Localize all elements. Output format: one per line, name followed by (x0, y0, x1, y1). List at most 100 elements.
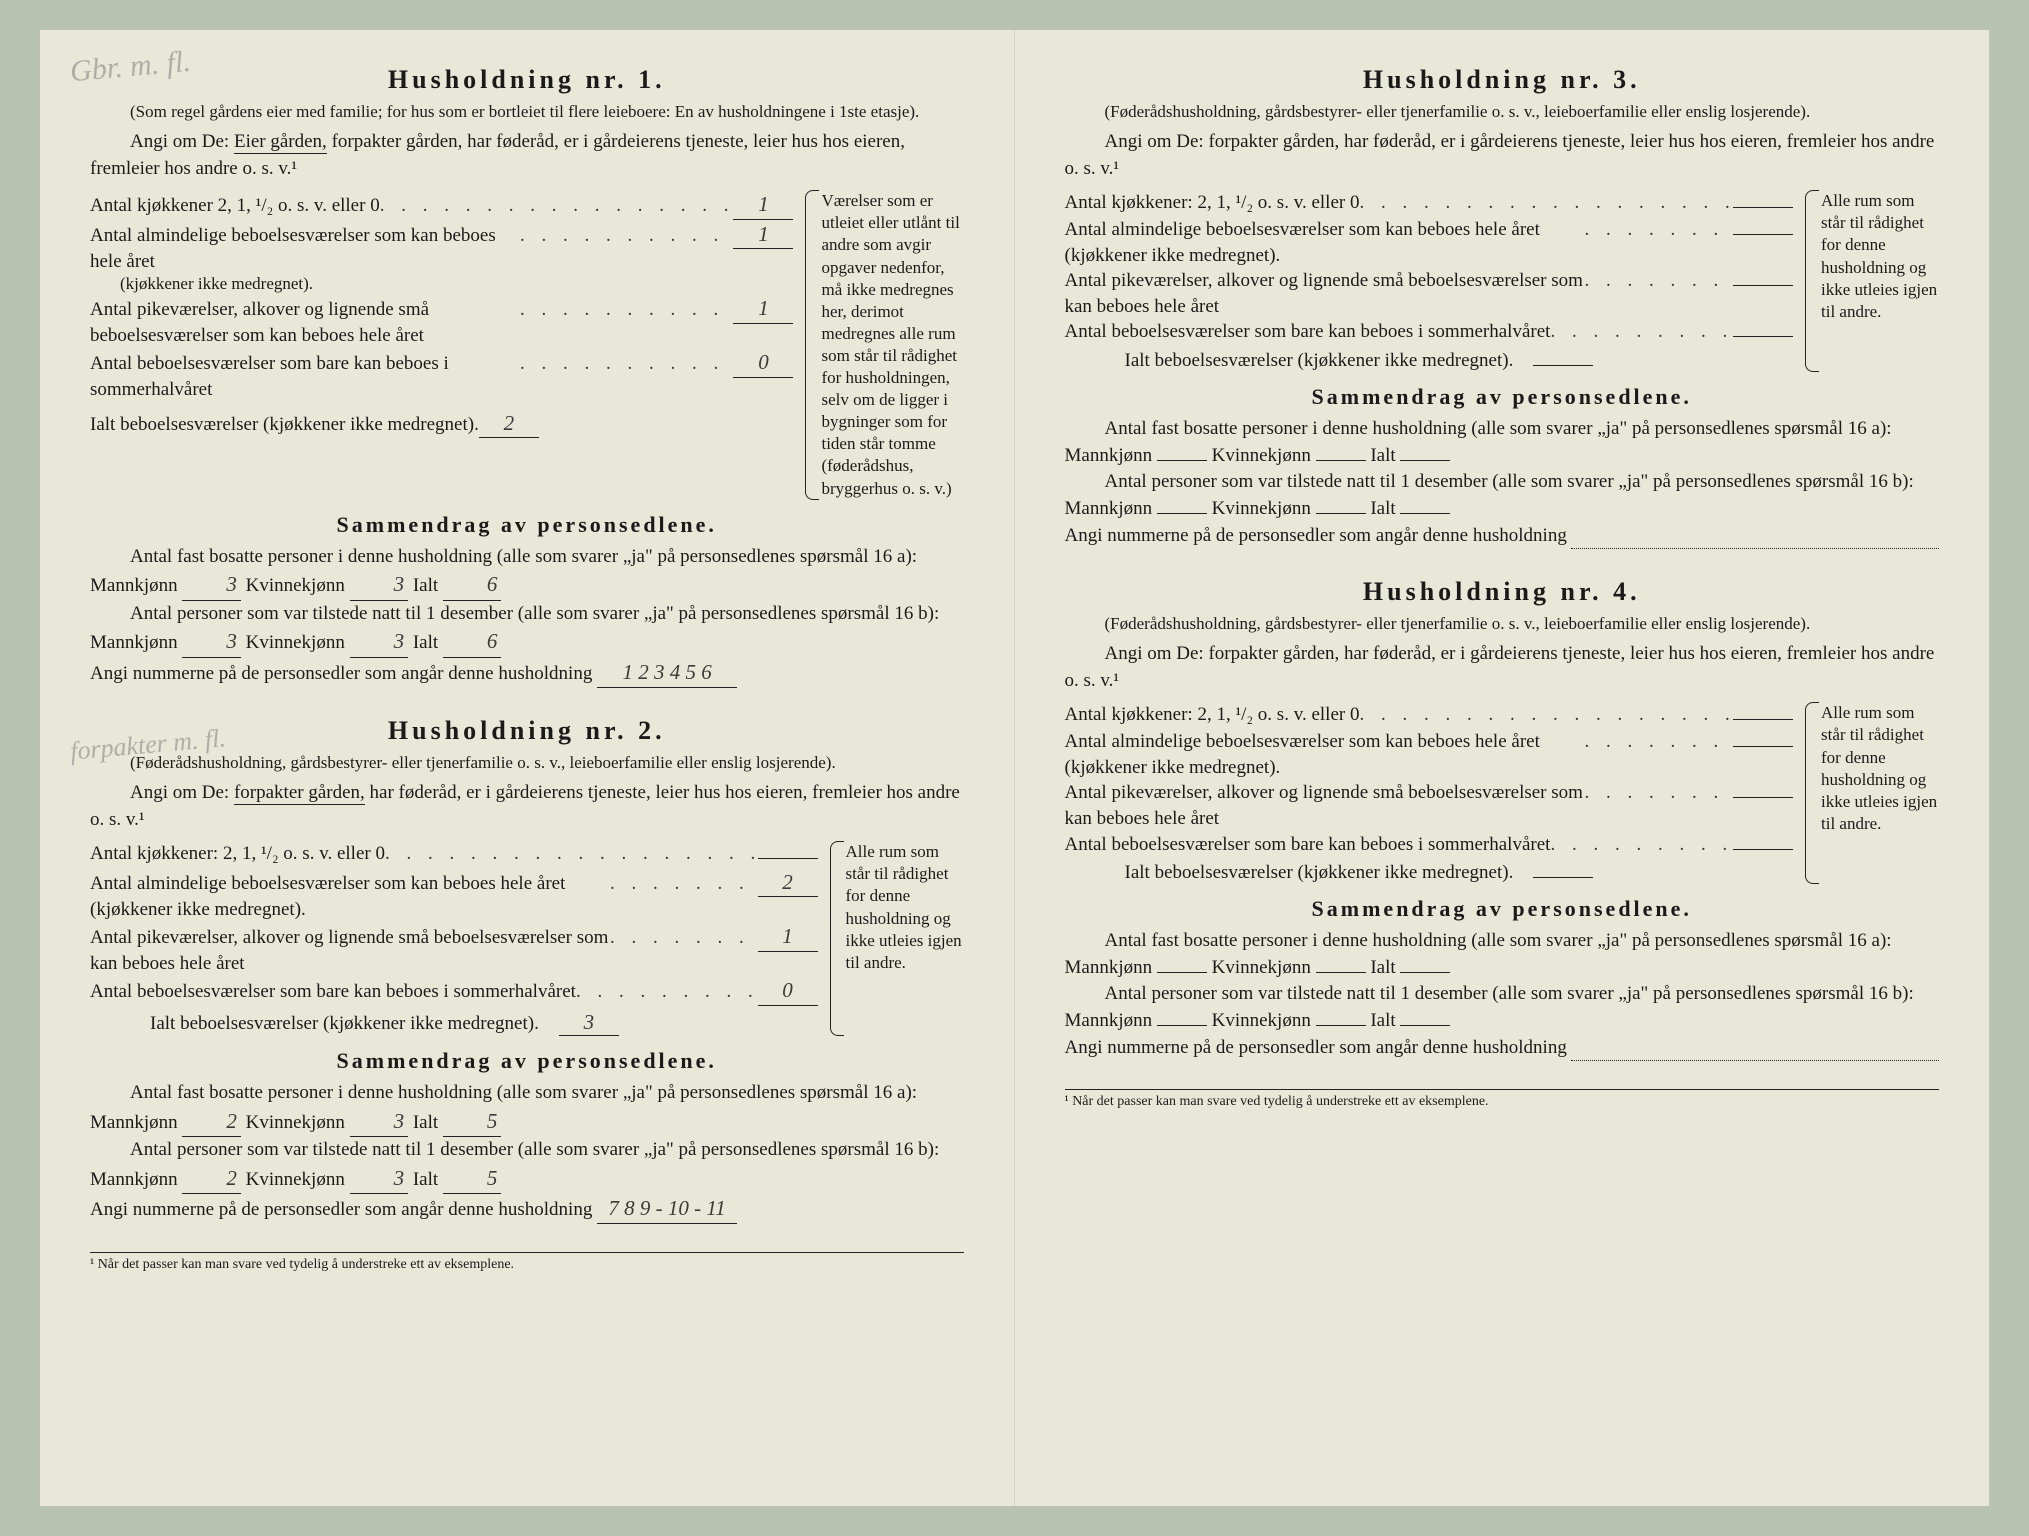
hh2-p1b: Kvinnekjønn (246, 1112, 345, 1133)
hh2-num-val: 7 8 9 - 10 - 11 (597, 1194, 737, 1224)
hh1-num: Angi nummerne på de personsedler som ang… (90, 658, 964, 688)
hh1-total-val: 2 (479, 409, 539, 438)
hh2-p1-m: 2 (182, 1107, 241, 1137)
hh4-title: Husholdning nr. 4. (1065, 577, 1940, 607)
hh3-title: Husholdning nr. 3. (1065, 65, 1940, 95)
hh3-p1-k (1316, 460, 1366, 461)
hh4-p2c: Ialt (1370, 1010, 1395, 1031)
hh2-r1-val: 2 (758, 868, 818, 897)
hh2-rows: Antal kjøkkener: 2, 1, ¹/₂ o. s. v. elle… (90, 841, 818, 1036)
hh3-sum-p2: Antal personer som var tilstede natt til… (1065, 469, 1940, 522)
hh4-p2-k (1316, 1025, 1366, 1026)
hh3-num-val (1571, 523, 1939, 550)
hh4-p1-k (1316, 972, 1366, 973)
hh1-p2-k: 3 (350, 627, 409, 657)
hh4-subtitle: (Føderådshusholdning, gårdsbestyrer- ell… (1065, 613, 1940, 635)
hh3-r2-val (1733, 285, 1793, 286)
hh1-num-val: 1 2 3 4 5 6 (597, 658, 737, 688)
household-2: Husholdning nr. 2. (Føderådshusholdning,… (90, 716, 964, 1224)
hh2-r1-label: Antal almindelige beboelsesværelser som … (90, 871, 610, 922)
hh2-p1c: Ialt (413, 1112, 438, 1133)
hh3-r3-label: Antal beboelsesværelser som bare kan beb… (1065, 319, 1551, 345)
hh4-p1c: Ialt (1370, 957, 1395, 978)
hh2-p2b: Kvinnekjønn (246, 1169, 345, 1190)
hh2-angi-prefix: Angi om De: (130, 782, 229, 803)
hh3-r0-val (1733, 207, 1793, 208)
hh1-r3-label: Antal beboelsesværelser som bare kan beb… (90, 351, 520, 402)
hh2-subtitle: (Føderådshusholdning, gårdsbestyrer- ell… (90, 752, 964, 774)
hh2-sum-p2: Antal personer som var tilstede natt til… (90, 1137, 964, 1194)
household-3: Husholdning nr. 3. (Føderådshusholdning,… (1065, 65, 1940, 549)
hh3-rows: Antal kjøkkener: 2, 1, ¹/₂ o. s. v. elle… (1065, 190, 1794, 372)
hh1-total-label: Ialt beboelsesværelser (kjøkkener ikke m… (90, 412, 479, 438)
hh4-p2-m (1157, 1025, 1207, 1026)
hh2-r2-label: Antal pikeværelser, alkover og lignende … (90, 925, 610, 976)
hh1-sidenote-text: Værelser som er utleiet eller utlånt til… (821, 191, 959, 497)
hh2-r0-label: Antal kjøkkener: 2, 1, ¹/₂ o. s. v. elle… (90, 841, 385, 867)
hh1-num-label: Angi nummerne på de personsedler som ang… (90, 663, 592, 684)
hh4-r2-val (1733, 797, 1793, 798)
hh4-num-val (1571, 1035, 1939, 1062)
hh1-p2c: Ialt (413, 632, 438, 653)
hh3-p1c: Ialt (1370, 445, 1395, 466)
hh3-p1-m (1157, 460, 1207, 461)
hh2-angi-underlined: forpakter gården, (234, 782, 365, 805)
household-1: Husholdning nr. 1. (Som regel gårdens ei… (90, 65, 964, 688)
hh1-p1-m: 3 (182, 570, 241, 600)
hh2-p1-k: 3 (350, 1107, 409, 1137)
hh2-total-val: 3 (559, 1010, 619, 1036)
brace-icon (1805, 190, 1819, 372)
hh1-p2-m: 3 (182, 627, 241, 657)
hh2-summary-title: Sammendrag av personsedlene. (90, 1048, 964, 1074)
page-left: Gbr. m. fl. Husholdning nr. 1. (Som rege… (40, 30, 1015, 1506)
hh4-total-val (1533, 877, 1593, 878)
hh2-r0-val (758, 858, 818, 859)
hh4-sum-p2: Antal personer som var tilstede natt til… (1065, 981, 1940, 1034)
hh1-subtitle: (Som regel gårdens eier med familie; for… (90, 101, 964, 123)
hh4-r0-val (1733, 719, 1793, 720)
hh3-r1-val (1733, 234, 1793, 235)
hh4-sidenote: Alle rum som står til rådighet for denne… (1809, 702, 1939, 884)
hh2-num: Angi nummerne på de personsedler som ang… (90, 1194, 964, 1224)
hh1-r0-val: 1 (733, 190, 793, 219)
brace-icon (805, 190, 819, 499)
brace-icon (1805, 702, 1819, 884)
hh1-r1-sublabel: (kjøkkener ikke medregnet). (90, 274, 793, 294)
hh4-summary-title: Sammendrag av personsedlene. (1065, 896, 1940, 922)
hh4-r1-val (1733, 746, 1793, 747)
hh1-angi: Angi om De: Eier gården, forpakter gårde… (90, 129, 964, 182)
hh4-r3-val (1733, 849, 1793, 850)
hh3-p2c: Ialt (1370, 498, 1395, 519)
hh3-num: Angi nummerne på de personsedler som ang… (1065, 523, 1940, 550)
hh3-num-label: Angi nummerne på de personsedler som ang… (1065, 523, 1567, 550)
hh1-p2-i: 6 (443, 627, 502, 657)
hh3-p2a: Antal personer som var tilstede natt til… (1065, 471, 1914, 519)
hh3-angi-prefix: Angi om De: (1105, 131, 1204, 152)
hh3-r3-val (1733, 336, 1793, 337)
hh3-p2-m (1157, 513, 1207, 514)
page-right: Husholdning nr. 3. (Føderådshusholdning,… (1015, 30, 1990, 1506)
hh3-r0-label: Antal kjøkkener: 2, 1, ¹/₂ o. s. v. elle… (1065, 190, 1360, 216)
hh4-p1b: Kvinnekjønn (1212, 957, 1311, 978)
hh2-p1-i: 5 (443, 1107, 502, 1137)
hh3-p2-i (1400, 513, 1450, 514)
hh1-r0-label: Antal kjøkkener 2, 1, ¹/₂ o. s. v. eller… (90, 193, 380, 219)
hh4-r2-label: Antal pikeværelser, alkover og lignende … (1065, 780, 1585, 831)
hh2-p2-i: 5 (443, 1164, 502, 1194)
hh1-r2-label: Antal pikeværelser, alkover og lignende … (90, 297, 520, 348)
hh1-p1-k: 3 (350, 570, 409, 600)
hh3-p2-k (1316, 513, 1366, 514)
hh3-subtitle: (Føderådshusholdning, gårdsbestyrer- ell… (1065, 101, 1940, 123)
hh1-r3-val: 0 (733, 348, 793, 377)
household-4: Husholdning nr. 4. (Føderådshusholdning,… (1065, 577, 1940, 1061)
hh2-r3-label: Antal beboelsesværelser som bare kan beb… (90, 979, 576, 1005)
hh1-sum-p1: Antal fast bosatte personer i denne hush… (90, 544, 964, 601)
hh4-r3-label: Antal beboelsesværelser som bare kan beb… (1065, 832, 1551, 858)
hh1-sidenote: Værelser som er utleiet eller utlånt til… (809, 190, 963, 499)
hh3-p1a: Antal fast bosatte personer i denne hush… (1065, 418, 1892, 466)
hh1-p1c: Ialt (413, 575, 438, 596)
hh4-total-label: Ialt beboelsesværelser (kjøkkener ikke m… (1125, 862, 1514, 884)
hh4-p1a: Antal fast bosatte personer i denne hush… (1065, 930, 1892, 978)
hh4-r1-label: Antal almindelige beboelsesværelser som … (1065, 729, 1585, 780)
hh3-angi: Angi om De: forpakter gården, har føderå… (1065, 129, 1940, 182)
